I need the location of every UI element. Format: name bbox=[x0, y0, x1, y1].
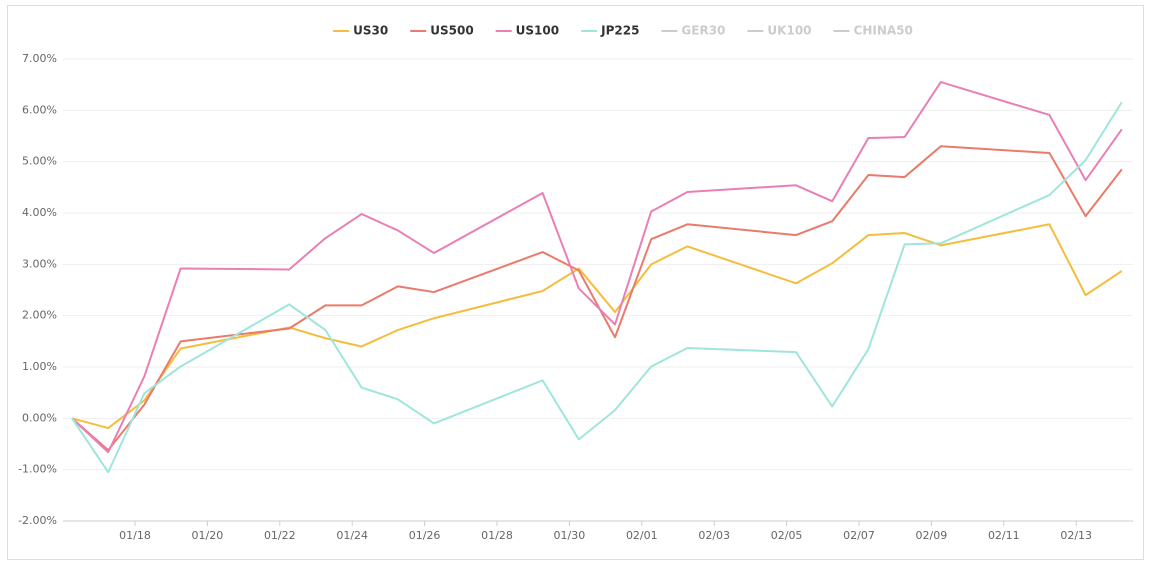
x-tick-label: 02/09 bbox=[916, 529, 948, 542]
y-tick-label: 0.00% bbox=[22, 411, 57, 424]
series-line bbox=[71, 101, 1123, 474]
series-line bbox=[71, 223, 1123, 430]
x-tick-label: 02/07 bbox=[843, 529, 875, 542]
x-tick-label: 01/30 bbox=[554, 529, 586, 542]
y-tick-label: 4.00% bbox=[22, 206, 57, 219]
x-tick-label: 02/13 bbox=[1060, 529, 1092, 542]
legend-label: US500 bbox=[430, 24, 473, 38]
x-tick-label: 01/24 bbox=[336, 529, 368, 542]
y-tick-label: 1.00% bbox=[22, 360, 57, 373]
y-tick-label: 3.00% bbox=[22, 257, 57, 270]
legend-item: JP225 bbox=[581, 24, 639, 38]
y-tick-label: 6.00% bbox=[22, 103, 57, 116]
legend-item: CHINA50 bbox=[833, 24, 913, 38]
x-tick-label: 01/28 bbox=[481, 529, 513, 542]
legend-item: US500 bbox=[410, 24, 474, 38]
x-tick-label: 01/26 bbox=[409, 529, 441, 542]
legend-item: US30 bbox=[333, 24, 388, 38]
y-tick-label: 5.00% bbox=[22, 155, 57, 168]
series-line bbox=[71, 81, 1123, 454]
y-tick-label: 2.00% bbox=[22, 309, 57, 322]
legend-label: US100 bbox=[516, 24, 559, 38]
x-tick-label: 02/03 bbox=[698, 529, 730, 542]
legend-label: GER30 bbox=[681, 24, 725, 38]
x-tick-label: 02/11 bbox=[988, 529, 1020, 542]
legend-item: US100 bbox=[495, 24, 559, 38]
x-tick-label: 01/18 bbox=[119, 529, 151, 542]
legend-item: UK100 bbox=[747, 24, 812, 38]
legend-item: GER30 bbox=[661, 24, 725, 38]
legend-label: UK100 bbox=[767, 24, 811, 38]
x-tick-label: 02/05 bbox=[771, 529, 803, 542]
x-tick-label: 01/20 bbox=[192, 529, 224, 542]
y-tick-label: -2.00% bbox=[18, 514, 57, 527]
legend-label: CHINA50 bbox=[854, 24, 913, 38]
legend-label: JP225 bbox=[600, 24, 639, 38]
x-tick-label: 01/22 bbox=[264, 529, 296, 542]
y-tick-label: -1.00% bbox=[18, 463, 57, 476]
legend-label: US30 bbox=[353, 24, 388, 38]
x-tick-label: 02/01 bbox=[626, 529, 658, 542]
y-tick-label: 7.00% bbox=[22, 52, 57, 65]
